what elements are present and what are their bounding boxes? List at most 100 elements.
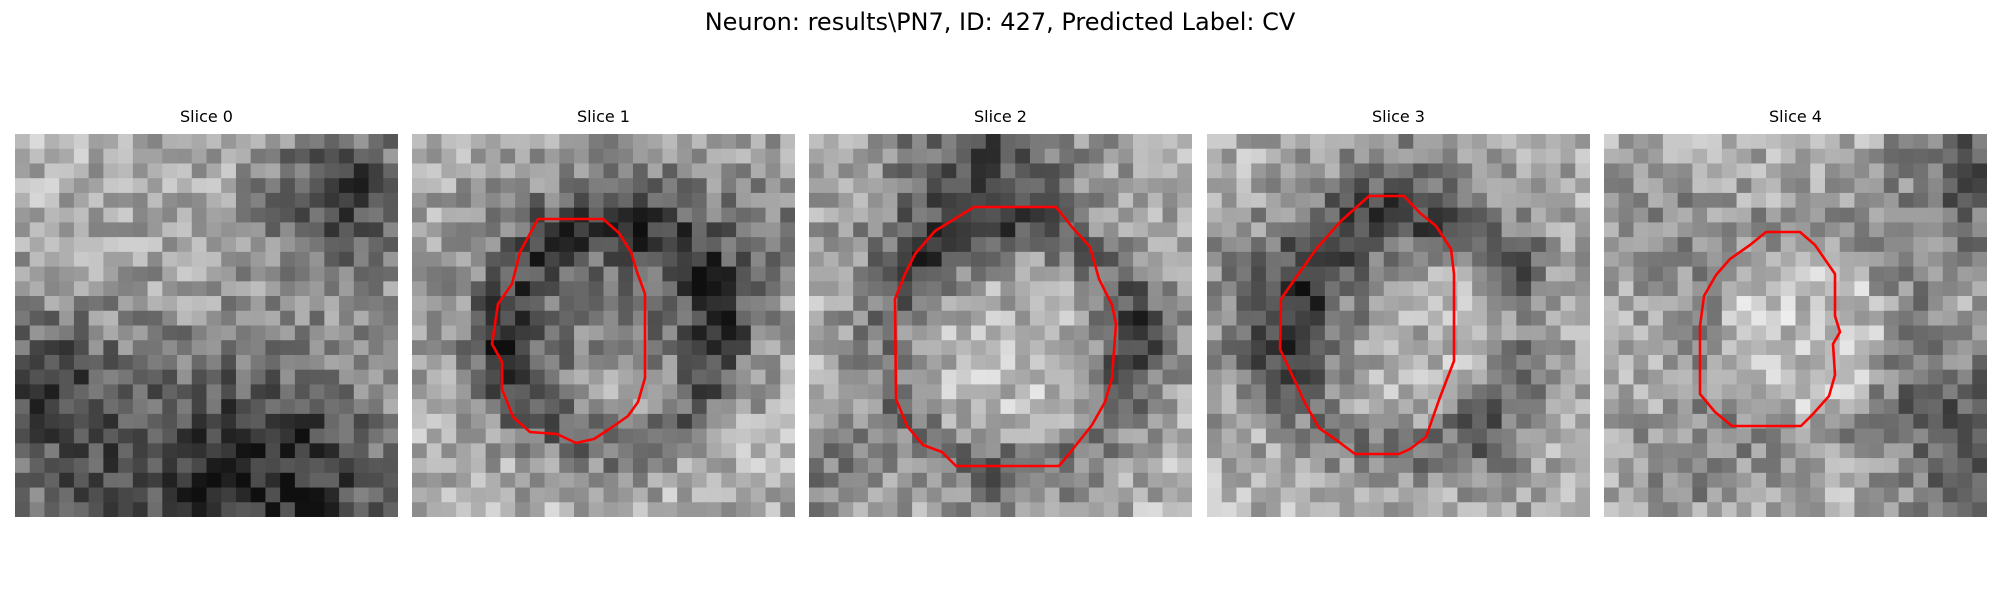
pixel [132, 178, 149, 194]
pixel [29, 340, 46, 356]
pixel [618, 134, 634, 150]
pixel [1280, 443, 1296, 459]
pixel [1354, 428, 1370, 444]
pixel [765, 266, 781, 282]
pixel [941, 502, 957, 517]
pixel [1692, 413, 1708, 430]
pixel [1633, 325, 1649, 341]
pixel [29, 369, 46, 386]
pixel [529, 472, 546, 489]
pixel [1369, 458, 1385, 474]
pixel [1442, 325, 1459, 341]
pixel [1133, 192, 1149, 209]
pixel [1251, 502, 1267, 517]
pixel [1736, 369, 1752, 386]
pixel [470, 369, 487, 386]
pixel [1324, 163, 1341, 179]
pixel [1457, 502, 1473, 517]
pixel [1898, 281, 1914, 297]
pixel [1427, 178, 1444, 194]
pixel [280, 428, 296, 444]
pixel [941, 296, 957, 312]
pixel [470, 310, 487, 327]
pixel [956, 178, 972, 194]
pixel [1972, 178, 1987, 194]
pixel [1618, 502, 1635, 517]
pixel [736, 281, 752, 297]
pixel [1854, 413, 1870, 430]
pixel [1766, 148, 1782, 165]
pixel [441, 354, 457, 371]
pixel [368, 354, 384, 371]
pixel [1457, 192, 1473, 209]
pixel [103, 281, 119, 297]
pixel [294, 399, 311, 415]
pixel [1795, 487, 1811, 503]
pixel [1442, 192, 1459, 209]
pixel [1516, 163, 1532, 179]
pixel [897, 296, 913, 312]
pixel [765, 399, 781, 415]
pixel [1472, 458, 1488, 474]
pixel [1044, 178, 1061, 194]
pixel [1633, 399, 1649, 415]
pixel [1000, 266, 1016, 282]
pixel [882, 340, 898, 356]
pixel [809, 399, 825, 415]
pixel [867, 428, 884, 444]
pixel [721, 266, 737, 282]
pixel [324, 369, 340, 386]
pixel [1795, 281, 1811, 297]
pixel [1383, 354, 1400, 371]
pixel [721, 413, 737, 430]
pixel [1677, 384, 1693, 400]
pixel [1177, 134, 1192, 150]
pixel [1604, 458, 1620, 474]
pixel [309, 384, 325, 400]
pixel [368, 399, 384, 415]
pixel [426, 163, 443, 179]
pixel [1251, 178, 1267, 194]
pixel [1751, 207, 1767, 223]
pixel [1780, 354, 1797, 371]
pixel [1618, 192, 1635, 209]
pixel [103, 296, 119, 312]
pixel [780, 369, 795, 386]
pixel [1369, 163, 1385, 179]
pixel [162, 163, 178, 179]
pixel [736, 487, 752, 503]
pixel [971, 266, 987, 282]
pixel [765, 340, 781, 356]
pixel [1824, 296, 1841, 312]
pixel [59, 251, 75, 268]
pixel [1044, 472, 1061, 489]
pixel [1280, 399, 1296, 415]
pixel [339, 399, 355, 415]
pixel [897, 487, 913, 503]
pixel [1442, 148, 1459, 165]
pixel [1221, 251, 1238, 268]
pixel [780, 443, 795, 459]
pixel [838, 134, 854, 150]
pixel [867, 237, 884, 253]
pixel [132, 487, 149, 503]
pixel [456, 340, 472, 356]
pixel [515, 222, 531, 238]
pixel [1751, 266, 1767, 282]
pixel [867, 325, 884, 341]
pixel [353, 369, 370, 386]
pixel [662, 237, 678, 253]
pixel [1310, 325, 1326, 341]
pixel [1604, 148, 1620, 165]
pixel [1854, 178, 1870, 194]
pixel [529, 296, 546, 312]
pixel [1162, 207, 1178, 223]
pixel [324, 458, 340, 474]
pixel [1118, 237, 1134, 253]
pixel [1957, 428, 1973, 444]
pixel [132, 266, 149, 282]
pixel [1824, 399, 1841, 415]
pixel [1883, 443, 1900, 459]
pixel [147, 325, 163, 341]
pixel [1236, 222, 1252, 238]
